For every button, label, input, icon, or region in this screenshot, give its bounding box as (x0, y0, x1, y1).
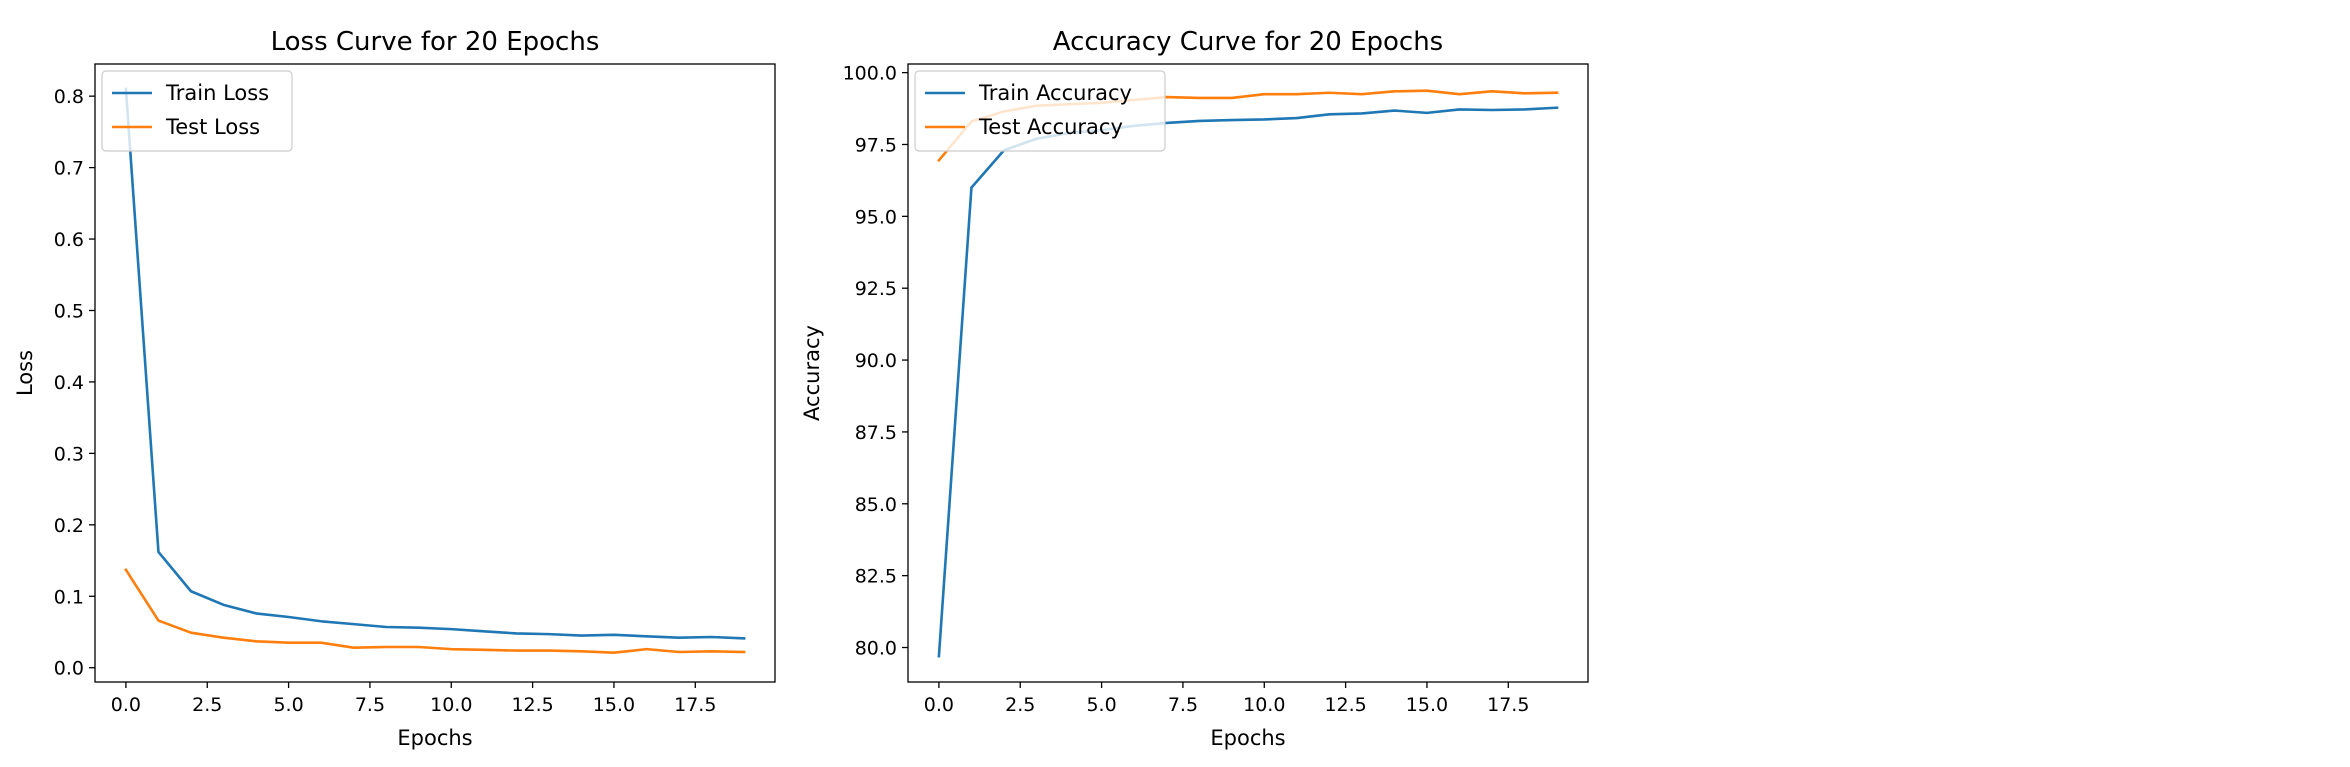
accuracy-xtick-label: 10.0 (1243, 694, 1285, 716)
accuracy-ytick-label: 92.5 (855, 278, 897, 300)
loss-xtick-label: 2.5 (192, 694, 222, 716)
loss-xtick-label: 17.5 (674, 694, 716, 716)
loss-ytick-label: 0.0 (54, 658, 84, 680)
loss-chart-title: Loss Curve for 20 Epochs (271, 27, 600, 57)
loss-axes-frame (94, 63, 776, 683)
loss-ytick-label: 0.8 (54, 86, 84, 108)
accuracy-axes-frame (907, 63, 1589, 683)
loss-x-axis-label: Epochs (397, 726, 472, 750)
accuracy-xtick-label: 12.5 (1324, 694, 1366, 716)
accuracy-xtick-label: 7.5 (1168, 694, 1198, 716)
loss-ytick-label: 0.5 (54, 300, 84, 322)
loss-chart: 0.0 2.5 5.0 7.5 10.0 12.5 15.0 17.5 0.0 0.1 0.2 0.3… (13, 27, 776, 750)
accuracy-legend: Train Accuracy Test Accuracy (914, 70, 1166, 152)
test-loss-legend-label: Test Loss (165, 115, 260, 139)
accuracy-ytick-label: 82.5 (855, 566, 897, 588)
accuracy-ytick-label: 85.0 (855, 494, 897, 516)
accuracy-chart: 0.0 2.5 5.0 7.5 10.0 12.5 15.0 17.5 80.0 82.5 85.0… (800, 27, 1589, 750)
loss-xtick-label: 10.0 (430, 694, 472, 716)
test-accuracy-legend-label: Test Accuracy (978, 115, 1123, 139)
loss-ytick-label: 0.7 (54, 158, 84, 180)
accuracy-x-axis-label: Epochs (1210, 726, 1285, 750)
accuracy-xtick-label: 2.5 (1005, 694, 1035, 716)
accuracy-ytick-label: 87.5 (855, 422, 897, 444)
loss-xtick-label: 5.0 (273, 694, 303, 716)
loss-plot-area (95, 64, 775, 682)
test-loss-line (124, 568, 746, 655)
accuracy-ytick-label: 80.0 (855, 638, 897, 660)
loss-ytick-label: 0.3 (54, 443, 84, 465)
loss-xtick-label: 15.0 (593, 694, 635, 716)
accuracy-plot-area (908, 64, 1588, 682)
loss-legend-box (101, 70, 293, 152)
accuracy-xtick-label: 0.0 (924, 694, 954, 716)
accuracy-ytick-label: 97.5 (855, 134, 897, 156)
loss-xtick-label: 0.0 (111, 694, 141, 716)
loss-ytick-label: 0.6 (54, 229, 84, 251)
loss-ytick-label: 0.4 (54, 372, 84, 394)
accuracy-ytick-label: 95.0 (855, 206, 897, 228)
accuracy-y-axis-label: Accuracy (800, 325, 824, 421)
loss-legend: Train Loss Test Loss (101, 70, 293, 152)
loss-ytick-label: 0.2 (54, 515, 84, 537)
loss-ytick-label: 0.1 (54, 586, 84, 608)
accuracy-xtick-label: 17.5 (1487, 694, 1529, 716)
loss-xtick-label: 7.5 (355, 694, 385, 716)
loss-xtick-label: 12.5 (511, 694, 553, 716)
accuracy-xtick-label: 15.0 (1406, 694, 1448, 716)
train-accuracy-legend-label: Train Accuracy (978, 81, 1132, 105)
loss-y-axis-label: Loss (13, 350, 37, 396)
accuracy-legend-box (914, 70, 1166, 152)
accuracy-chart-title: Accuracy Curve for 20 Epochs (1053, 27, 1443, 57)
accuracy-ytick-label: 100.0 (843, 63, 897, 85)
accuracy-xtick-label: 5.0 (1086, 694, 1116, 716)
train-loss-line (124, 87, 746, 640)
accuracy-ytick-label: 90.0 (855, 350, 897, 372)
train-loss-legend-label: Train Loss (165, 81, 269, 105)
